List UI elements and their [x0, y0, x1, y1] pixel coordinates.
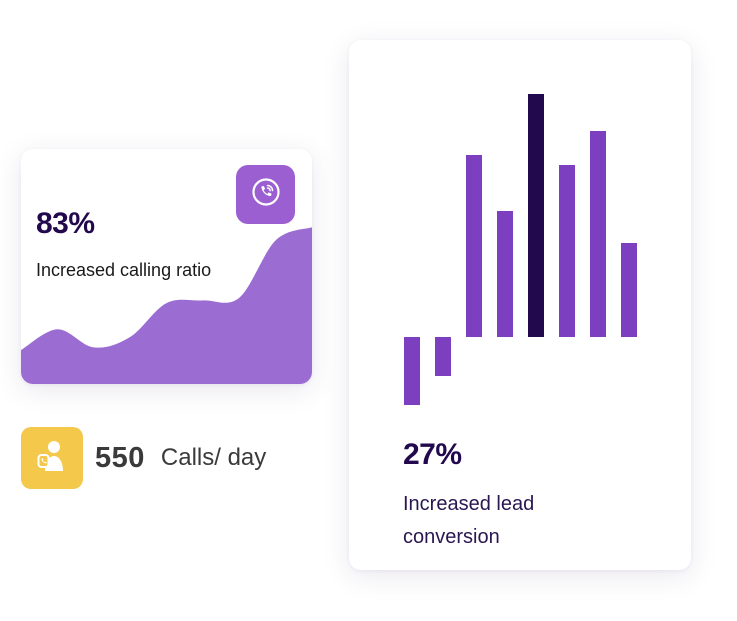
lead-bar-2 [435, 337, 451, 376]
calling-area-fill [21, 227, 312, 384]
calling-ratio-area-chart [21, 227, 312, 384]
lead-bar-7 [590, 131, 606, 337]
lead-bar-8 [621, 243, 637, 337]
lead-bar-1 [404, 337, 420, 405]
calls-badge [21, 427, 83, 489]
lead-conversion-label: Increased lead conversion [403, 493, 535, 548]
lead-conversion-card: 27% Increased lead conversion [349, 40, 691, 570]
calling-ratio-value: 83% [36, 207, 95, 240]
phone-icon [251, 177, 281, 212]
lead-bar-3 [466, 155, 482, 337]
calls-count: 550 [95, 441, 145, 474]
lead-bar-6 [559, 165, 575, 337]
lead-conversion-bar-chart [404, 94, 637, 405]
phone-badge [236, 165, 295, 224]
lead-bar-5 [528, 94, 544, 337]
calling-ratio-label: Increased calling ratio [36, 260, 212, 280]
calling-ratio-card: 83% Increased calling ratio [21, 149, 312, 384]
lead-conversion-value: 27% [403, 438, 462, 471]
calls-per-day: 550 Calls/ day [21, 427, 266, 489]
phone-support-icon [37, 439, 67, 478]
calls-unit: Calls/ day [160, 444, 267, 471]
lead-bar-4 [497, 211, 513, 337]
